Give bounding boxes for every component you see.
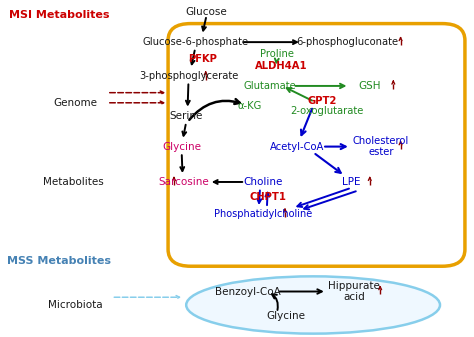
Text: 3-phosphoglycerate: 3-phosphoglycerate	[139, 71, 238, 81]
Text: Cholesterol
ester: Cholesterol ester	[353, 136, 409, 157]
Text: Glucose: Glucose	[186, 7, 228, 17]
Text: Glucose-6-phosphate: Glucose-6-phosphate	[142, 37, 248, 47]
Text: Glutamate: Glutamate	[244, 81, 296, 91]
Text: 6-phosphogluconate: 6-phosphogluconate	[296, 37, 398, 47]
Text: Serine: Serine	[170, 111, 203, 121]
Text: α-KG: α-KG	[237, 101, 262, 111]
Text: MSI Metabolites: MSI Metabolites	[9, 10, 109, 20]
Text: LPE: LPE	[342, 177, 361, 187]
Text: ALDH4A1: ALDH4A1	[255, 61, 308, 71]
Text: CHPT1: CHPT1	[249, 192, 286, 202]
Text: Hippurate
acid: Hippurate acid	[328, 281, 380, 302]
Text: Sarcosine: Sarcosine	[159, 177, 210, 187]
Text: Choline: Choline	[244, 177, 283, 187]
Text: GSH: GSH	[358, 81, 381, 91]
Text: Proline: Proline	[260, 49, 294, 59]
Text: Benzoyl-CoA: Benzoyl-CoA	[215, 286, 280, 297]
Text: Metabolites: Metabolites	[43, 177, 103, 187]
Text: MSS Metabolites: MSS Metabolites	[7, 256, 111, 266]
Text: Acetyl-CoA: Acetyl-CoA	[270, 142, 324, 152]
Text: 2-oxoglutarate: 2-oxoglutarate	[290, 106, 364, 116]
Text: Genome: Genome	[53, 98, 97, 108]
Text: GPT2: GPT2	[308, 96, 337, 106]
Text: Microbiota: Microbiota	[48, 300, 102, 310]
Text: Glycine: Glycine	[162, 142, 201, 152]
Ellipse shape	[186, 276, 440, 334]
Text: PFKP: PFKP	[188, 54, 217, 64]
Text: Phosphatidylcholine: Phosphatidylcholine	[214, 209, 312, 219]
Text: Glycine: Glycine	[266, 311, 305, 321]
